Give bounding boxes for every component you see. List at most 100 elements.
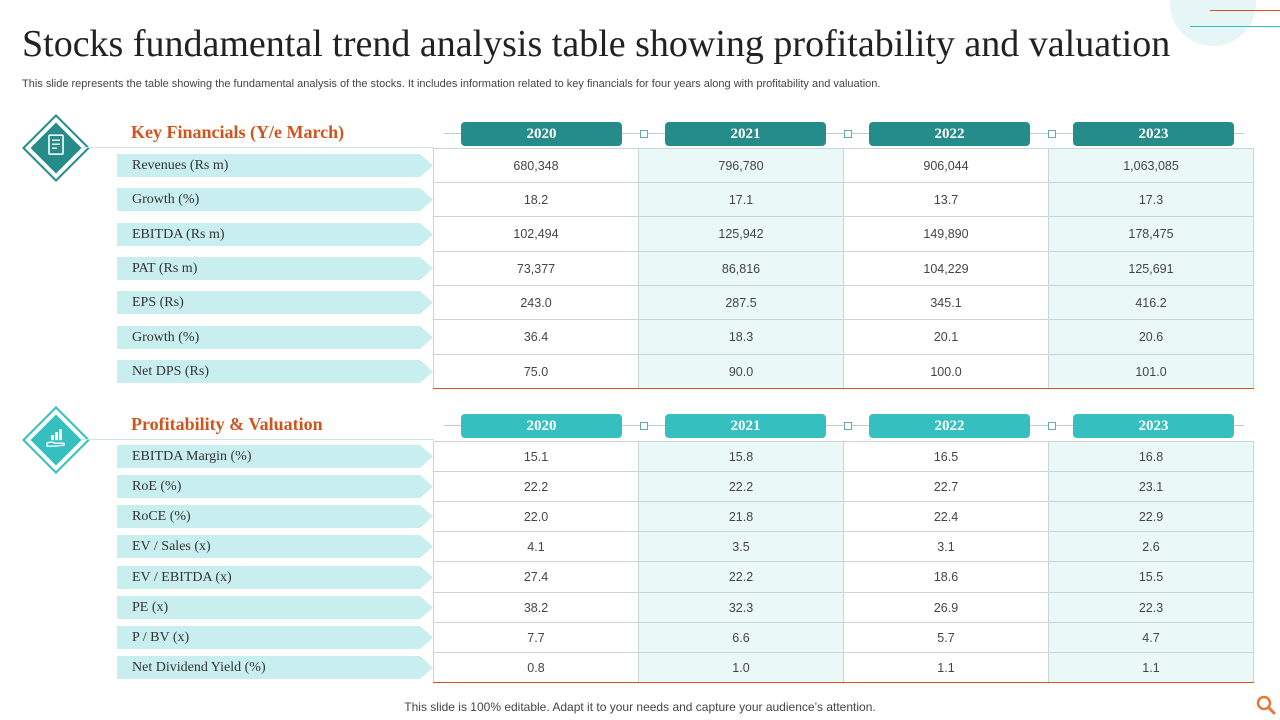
table-cell: 18.2 — [433, 182, 639, 217]
table-cell: 1.1 — [843, 652, 1049, 683]
table-cell: 18.3 — [638, 319, 844, 355]
table-row: 102,494 125,942 149,890 178,475 — [433, 216, 1254, 252]
row-label: P / BV (x) — [117, 626, 433, 649]
row-label: RoE (%) — [117, 475, 433, 498]
table-cell: 15.1 — [433, 441, 639, 472]
year-2021: 2021 — [665, 414, 826, 438]
page-subtitle: This slide represents the table showing … — [22, 78, 881, 90]
table-cell: 17.1 — [638, 182, 844, 217]
year-dot — [844, 130, 852, 138]
table-cell: 26.9 — [843, 592, 1049, 623]
row-label: Net DPS (Rs) — [117, 360, 433, 383]
growth-chart-hand-icon — [46, 429, 66, 447]
table-cell: 32.3 — [638, 592, 844, 623]
key-financials-table: 680,348 796,780 906,044 1,063,085 18.2 1… — [433, 148, 1254, 389]
year-2020: 2020 — [461, 122, 622, 146]
table-row: 38.2 32.3 26.9 22.3 — [433, 592, 1254, 623]
table-cell: 27.4 — [433, 561, 639, 593]
table-cell: 22.3 — [1048, 592, 1254, 623]
table-cell: 1.1 — [1048, 652, 1254, 683]
table-cell: 22.2 — [433, 471, 639, 502]
year-header-row: 2020 2021 2022 2023 — [434, 122, 1254, 146]
year-2020: 2020 — [461, 414, 622, 438]
table-cell: 102,494 — [433, 216, 639, 252]
search-icon[interactable] — [1255, 694, 1277, 716]
table-cell: 22.7 — [843, 471, 1049, 502]
table-cell: 38.2 — [433, 592, 639, 623]
section-divider — [82, 147, 434, 148]
year-dot — [640, 422, 648, 430]
row-label: EV / Sales (x) — [117, 535, 433, 558]
table-cell: 22.0 — [433, 501, 639, 532]
year-2023: 2023 — [1073, 414, 1234, 438]
table-cell: 101.0 — [1048, 354, 1254, 389]
year-2022: 2022 — [869, 414, 1030, 438]
table-cell: 1.0 — [638, 652, 844, 683]
table-cell: 4.7 — [1048, 622, 1254, 653]
table-cell: 13.7 — [843, 182, 1049, 217]
table-row: 36.4 18.3 20.1 20.6 — [433, 319, 1254, 355]
footer-note: This slide is 100% editable. Adapt it to… — [404, 700, 876, 714]
row-label: RoCE (%) — [117, 505, 433, 528]
profitability-valuation-table: 15.1 15.8 16.5 16.8 22.2 22.2 22.7 23.1 … — [433, 441, 1254, 683]
table-cell: 906,044 — [843, 148, 1049, 183]
table-row: 243.0 287.5 345.1 416.2 — [433, 285, 1254, 320]
section-title: Profitability & Valuation — [131, 414, 323, 434]
table-cell: 2.6 — [1048, 531, 1254, 562]
table-cell: 125,942 — [638, 216, 844, 252]
table-row: 4.1 3.5 3.1 2.6 — [433, 531, 1254, 562]
table-cell: 796,780 — [638, 148, 844, 183]
table-cell: 345.1 — [843, 285, 1049, 320]
table-cell: 20.1 — [843, 319, 1049, 355]
table-cell: 75.0 — [433, 354, 639, 389]
table-cell: 7.7 — [433, 622, 639, 653]
table-cell: 287.5 — [638, 285, 844, 320]
table-cell: 22.4 — [843, 501, 1049, 532]
table-cell: 0.8 — [433, 652, 639, 683]
table-cell: 6.6 — [638, 622, 844, 653]
table-cell: 36.4 — [433, 319, 639, 355]
table-cell: 23.1 — [1048, 471, 1254, 502]
table-cell: 22.2 — [638, 471, 844, 502]
row-label: EV / EBITDA (x) — [117, 566, 433, 589]
year-header-row: 2020 2021 2022 2023 — [434, 414, 1254, 438]
table-cell: 5.7 — [843, 622, 1049, 653]
table-cell: 178,475 — [1048, 216, 1254, 252]
table-cell: 3.1 — [843, 531, 1049, 562]
table-cell: 90.0 — [638, 354, 844, 389]
row-label: Revenues (Rs m) — [117, 154, 433, 177]
year-dot — [844, 422, 852, 430]
table-cell: 22.9 — [1048, 501, 1254, 532]
table-cell: 15.8 — [638, 441, 844, 472]
table-cell: 73,377 — [433, 251, 639, 286]
table-cell: 1,063,085 — [1048, 148, 1254, 183]
year-2023: 2023 — [1073, 122, 1234, 146]
table-cell: 3.5 — [638, 531, 844, 562]
table-cell: 680,348 — [433, 148, 639, 183]
table-row: 27.4 22.2 18.6 15.5 — [433, 561, 1254, 593]
row-label: Net Dividend Yield (%) — [117, 656, 433, 679]
table-cell: 16.5 — [843, 441, 1049, 472]
table-cell: 4.1 — [433, 531, 639, 562]
decorative-line — [1190, 26, 1280, 27]
table-cell: 100.0 — [843, 354, 1049, 389]
table-cell: 18.6 — [843, 561, 1049, 593]
table-cell: 22.2 — [638, 561, 844, 593]
row-label: Growth (%) — [117, 188, 433, 211]
table-row: 22.0 21.8 22.4 22.9 — [433, 501, 1254, 532]
table-cell: 149,890 — [843, 216, 1049, 252]
row-label: Growth (%) — [117, 326, 433, 349]
table-row: 7.7 6.6 5.7 4.7 — [433, 622, 1254, 653]
year-dot — [640, 130, 648, 138]
table-row: 0.8 1.0 1.1 1.1 — [433, 652, 1254, 683]
table-row: 18.2 17.1 13.7 17.3 — [433, 182, 1254, 217]
section-title: Key Financials (Y/e March) — [131, 122, 345, 142]
year-2022: 2022 — [869, 122, 1030, 146]
table-cell: 243.0 — [433, 285, 639, 320]
table-row: 73,377 86,816 104,229 125,691 — [433, 251, 1254, 286]
row-label: PE (x) — [117, 596, 433, 619]
table-cell: 20.6 — [1048, 319, 1254, 355]
table-row: 680,348 796,780 906,044 1,063,085 — [433, 148, 1254, 183]
table-cell: 15.5 — [1048, 561, 1254, 593]
decorative-circle — [1170, 0, 1256, 46]
